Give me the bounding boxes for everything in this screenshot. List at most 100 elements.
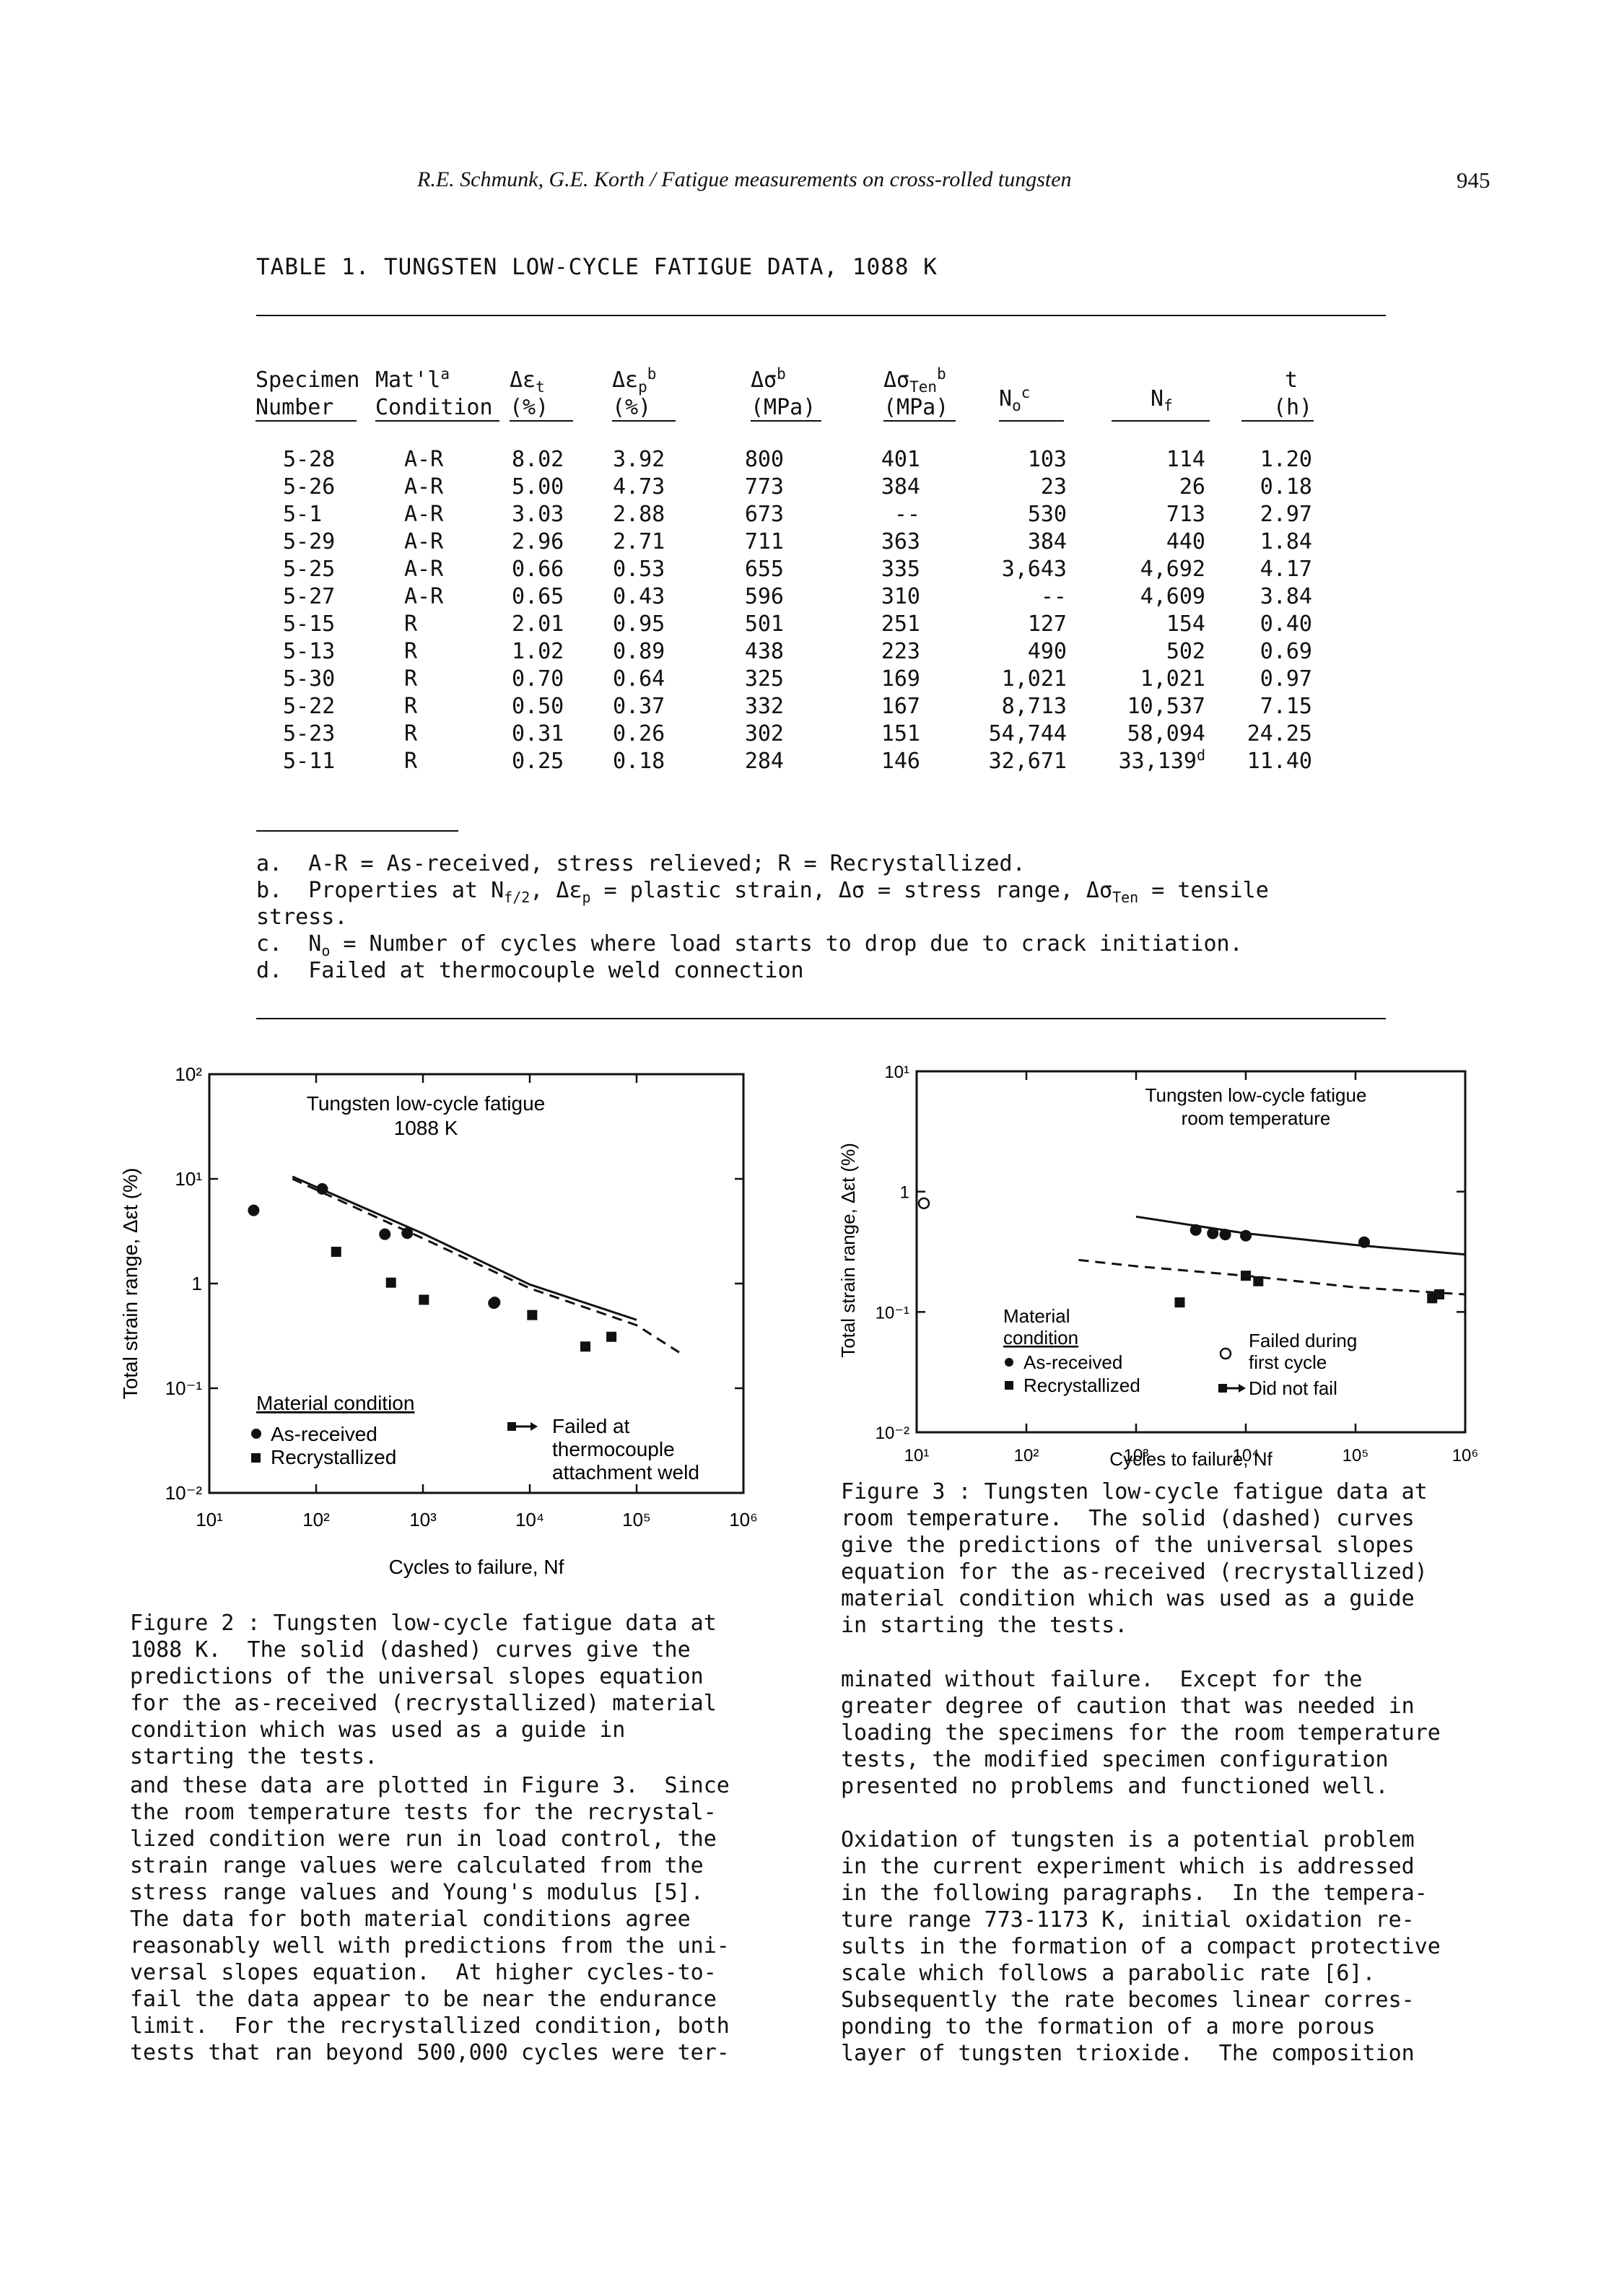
cell-det: 2.96 [512,529,564,554]
as-received-point [1189,1224,1202,1236]
cell-spec: 5-11 [283,749,336,774]
cell-no: 8,713 [1001,694,1067,719]
cell-dst: 223 [881,639,920,664]
cell-no: -- [1040,584,1067,609]
legend-recrystallized: Recrystallized [1023,1375,1140,1396]
cell-dst: 251 [881,611,920,637]
cell-dep: 0.37 [613,694,665,719]
recrystallized-point [1434,1289,1445,1299]
cell-spec: 5-1 [283,502,323,527]
cell-ds: 711 [744,529,784,554]
cell-dst: 384 [881,474,920,500]
cell-t: 0.40 [1260,611,1312,637]
cell-dep: 0.53 [613,557,665,582]
header-t: t [1285,367,1298,393]
table-row: 5-29 A-R 2.96 2.71 711 363 384 440 1.84 [245,528,1328,556]
cell-dep: 0.26 [613,721,665,746]
legend-heading-1: Material [1003,1305,1070,1327]
cell-ds: 332 [744,694,784,719]
footnote-rule [256,830,458,832]
cell-det: 0.65 [512,584,564,609]
cell-dep: 2.71 [613,529,665,554]
legend-failed-marker [507,1422,516,1431]
chart-title-1: Tungsten low-cycle fatigue [307,1092,545,1115]
cell-cond: A-R [404,557,444,582]
cell-spec: 5-28 [283,447,336,472]
header-underline [612,420,676,422]
cell-spec: 5-29 [283,529,336,554]
cell-dst: -- [894,502,920,527]
y-tick-label: 1 [192,1273,202,1294]
cell-dst: 146 [881,749,920,774]
recrystallized-point [1241,1271,1251,1281]
cell-dep: 0.89 [613,639,665,664]
recrystallized-point [1253,1276,1264,1286]
cell-dep: 0.95 [613,611,665,637]
cell-nf: 4,609 [1140,584,1205,609]
legend-failed-1: Failed at [552,1415,630,1437]
cell-ds: 800 [744,447,784,472]
header-underline [751,420,821,422]
header-delta-sigma-ten: ΔσTenb [883,365,946,396]
cell-no: 103 [1027,447,1067,472]
table-footnotes: a. A-R = As-received, stress relieved; R… [256,850,1382,984]
footnote-c: c. No = Number of cycles where load star… [256,931,1243,959]
cell-no: 490 [1027,639,1067,664]
legend-failed-first-1: Failed during [1249,1330,1357,1351]
as-received-point [1358,1236,1371,1248]
x-tick-label: 10⁴ [1232,1446,1259,1465]
cell-spec: 5-13 [283,639,336,664]
cell-ds: 596 [744,584,784,609]
y-axis-label: Total strain range, Δεt (%) [837,1143,859,1358]
cell-ds: 655 [744,557,784,582]
x-tick-label: 10⁶ [729,1509,758,1530]
legend-heading: Material condition [256,1392,414,1414]
x-tick-label: 10¹ [196,1509,223,1530]
cell-cond: A-R [404,447,444,472]
header-n-o: Noc [999,384,1031,414]
x-tick-label: 10¹ [904,1446,930,1465]
cell-t: 0.18 [1260,474,1312,500]
cell-no: 54,744 [988,721,1067,746]
cell-no: 32,671 [988,749,1067,774]
cell-dst: 167 [881,694,920,719]
table-row: 5-27 A-R 0.65 0.43 596 310 -- 4,609 3.84 [245,583,1328,611]
footnote-d: d. Failed at thermocouple weld connectio… [256,958,804,983]
table-row: 5-22 R 0.50 0.37 332 167 8,713 10,537 7.15 [245,693,1328,720]
y-tick-label: 10² [175,1063,202,1085]
legend-failed-first-marker [1219,1347,1232,1360]
x-tick-label: 10⁵ [622,1509,651,1530]
as-received-point [248,1204,260,1216]
figure-2-caption: Figure 2 : Tungsten low-cycle fatigue da… [130,1611,717,1769]
as-received-point [401,1227,414,1240]
legend-as-received-marker [1005,1358,1013,1367]
cell-spec: 5-26 [283,474,336,500]
cell-dep: 3.92 [613,447,665,472]
as-received-point [489,1297,501,1309]
x-tick-label: 10⁵ [1343,1446,1369,1465]
cell-nf: 33,139d [1118,746,1205,774]
table-bottom-rule [256,1018,1386,1019]
header-underline [375,420,499,422]
cell-dst: 335 [881,557,920,582]
footnote-b-cont: stress. [256,905,348,930]
as-received-point [316,1182,328,1195]
cell-det: 0.66 [512,557,564,582]
cell-t: 7.15 [1260,694,1312,719]
cell-ds: 438 [744,639,784,664]
table-row: 5-11 R 0.25 0.18 284 146 32,671 33,139d 11.40 [245,748,1328,775]
cell-spec: 5-15 [283,611,336,637]
table-row: 5-1 A-R 3.03 2.88 673 -- 530 713 2.97 [245,501,1328,528]
figure-3-caption: Figure 3 : Tungsten low-cycle fatigue da… [841,1479,1428,1638]
table-row: 5-15 R 2.01 0.95 501 251 127 154 0.40 [245,611,1328,638]
footnote-a: a. A-R = As-received, stress relieved; R… [256,851,1026,876]
cell-ds: 284 [744,749,784,774]
as-received-prediction-curve [1135,1215,1466,1256]
cell-nf: 713 [1166,502,1205,527]
table-row: 5-26 A-R 5.00 4.73 773 384 23 26 0.18 [245,474,1328,501]
x-tick-label: 10³ [1124,1446,1149,1465]
cell-spec: 5-30 [283,666,336,692]
cell-det: 0.70 [512,666,564,692]
cell-dep: 0.18 [613,749,665,774]
chart-title-1: Tungsten low-cycle fatigue [1145,1084,1367,1106]
